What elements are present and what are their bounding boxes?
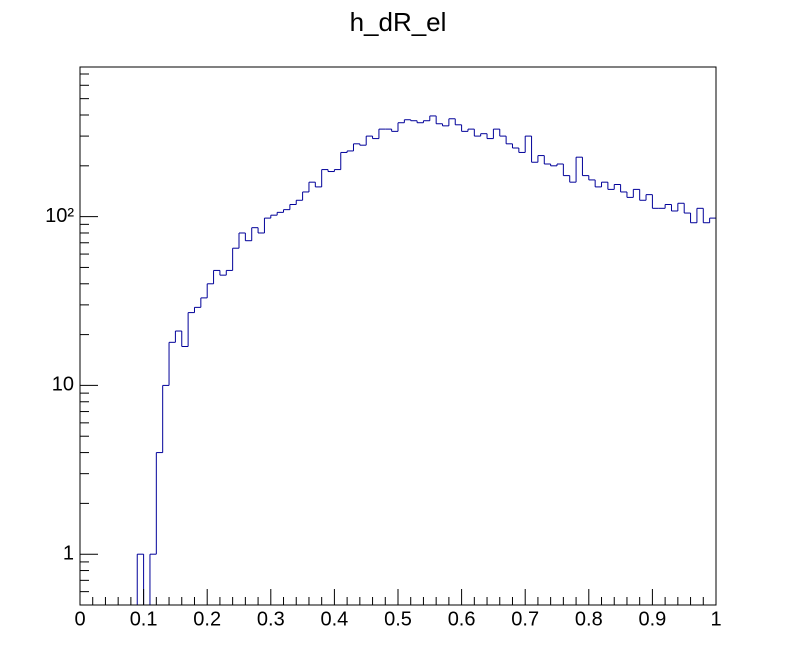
x-tick-label: 0.8 (575, 608, 603, 630)
x-tick-label: 0.9 (638, 608, 666, 630)
x-tick-label: 0 (74, 608, 85, 630)
y-tick-label: 10 (52, 374, 74, 396)
y-tick-label: 10² (45, 205, 74, 227)
x-tick-label: 0.1 (130, 608, 158, 630)
x-tick-label: 0.3 (257, 608, 285, 630)
x-tick-label: 0.4 (320, 608, 348, 630)
x-tick-label: 0.2 (193, 608, 221, 630)
chart-title: h_dR_el (350, 7, 447, 37)
x-tick-label: 0.5 (384, 608, 412, 630)
plot-area (136, 115, 716, 605)
x-tick-label: 0.6 (448, 608, 476, 630)
y-tick-label: 1 (63, 542, 74, 564)
x-tick-label: 0.7 (511, 608, 539, 630)
x-tick-label: 1 (710, 608, 721, 630)
